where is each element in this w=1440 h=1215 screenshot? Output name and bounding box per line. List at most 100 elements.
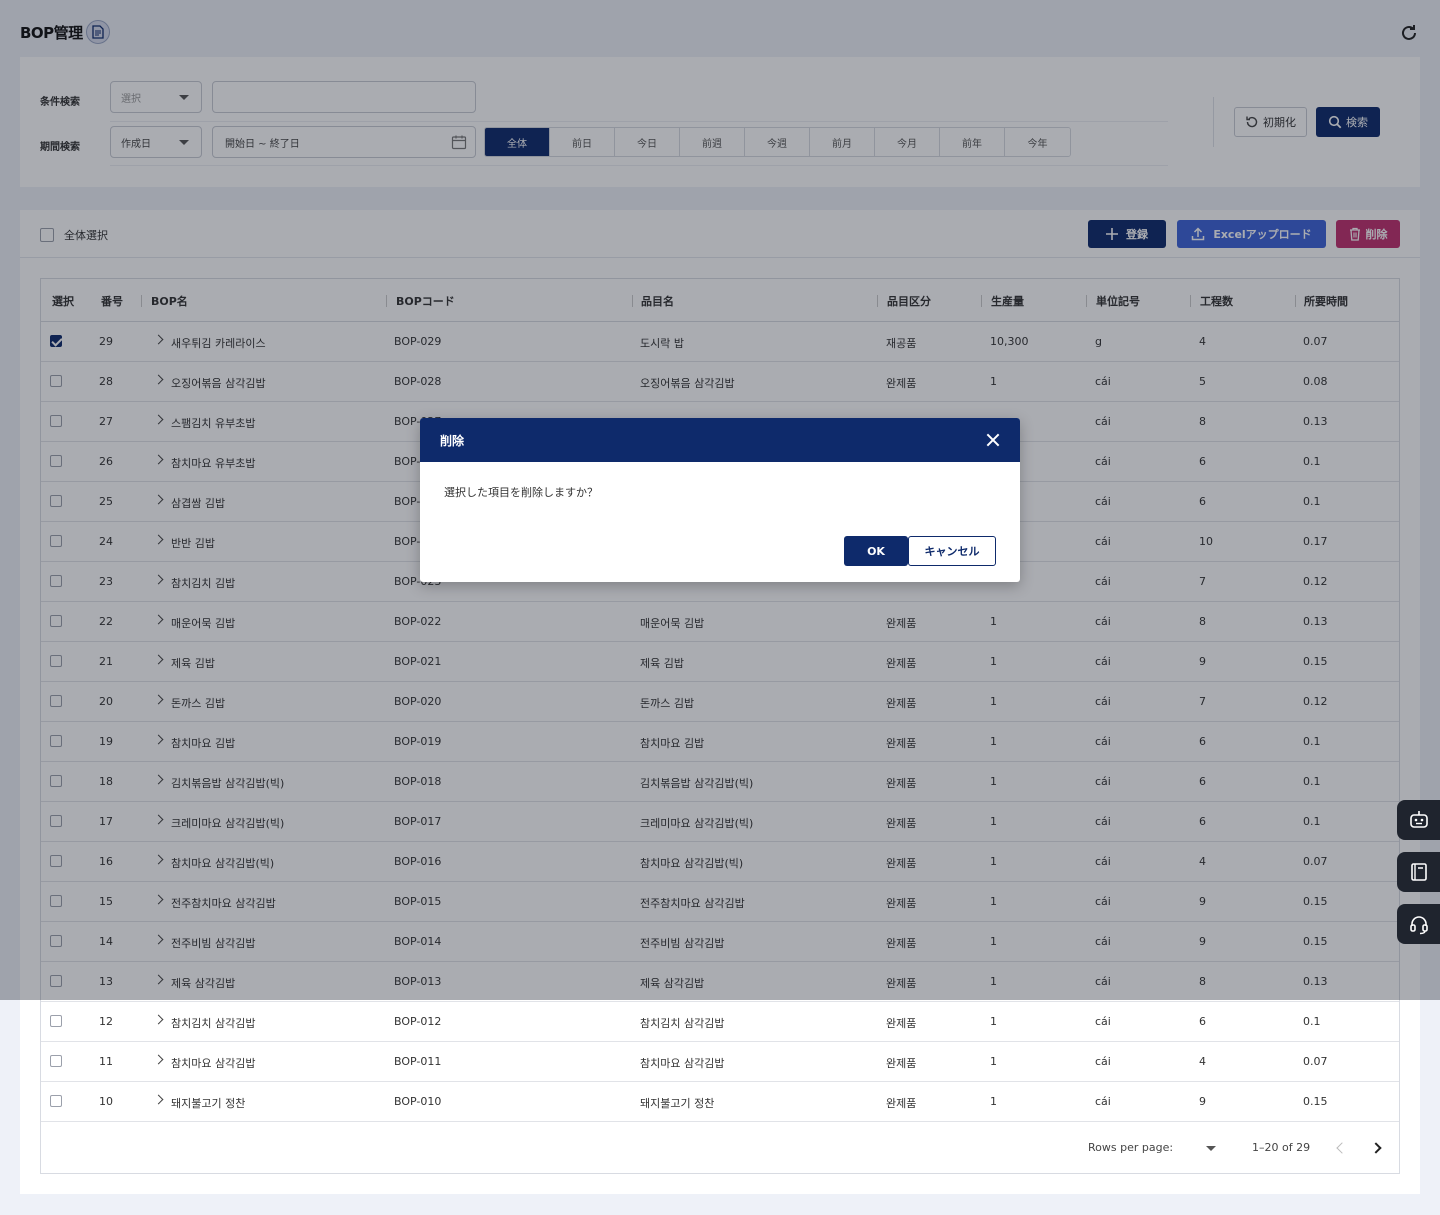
cancel-button[interactable]: キャンセル <box>908 536 996 566</box>
column-separator <box>141 295 142 307</box>
table-row[interactable]: 29 새우튀김 카레라이스 BOP-029 도시락 밥 재공품 10,300 g 4 0.07 <box>41 322 1399 362</box>
cell-no: 24 <box>99 535 113 548</box>
table-row[interactable]: 13 제육 삼각김밥 BOP-013 제육 삼각김밥 완제품 1 cái 8 0.13 <box>41 962 1399 1002</box>
row-checkbox[interactable] <box>50 895 62 907</box>
reset-button[interactable]: 初期化 <box>1234 107 1307 137</box>
column-separator <box>1086 295 1087 307</box>
row-checkbox[interactable] <box>50 375 62 387</box>
column-header[interactable]: 選択 <box>52 295 74 308</box>
date-range-input[interactable]: 開始日 ~ 終了日 <box>212 126 476 158</box>
search-button[interactable]: 検索 <box>1316 107 1380 137</box>
period-button[interactable]: 今月 <box>875 128 940 156</box>
cell-no: 20 <box>99 695 113 708</box>
column-header[interactable]: 単位記号 <box>1096 295 1140 308</box>
chevron-right-icon[interactable] <box>1370 1142 1382 1154</box>
column-header[interactable]: 番号 <box>101 295 123 308</box>
cell-category: 완제품 <box>886 617 917 630</box>
ok-button[interactable]: OK <box>844 536 908 566</box>
row-checkbox[interactable] <box>50 575 62 587</box>
period-button[interactable]: 前週 <box>680 128 745 156</box>
cell-no: 18 <box>99 775 113 788</box>
cell-steps: 6 <box>1199 735 1206 748</box>
table-row[interactable]: 17 크레미마요 삼각김밥(빅) BOP-017 크레미마요 삼각김밥(빅) 완제품 1 c… <box>41 802 1399 842</box>
chevron-down-icon[interactable] <box>1206 1146 1216 1151</box>
condition-search-input[interactable] <box>212 81 476 113</box>
delete-button[interactable]: 削除 <box>1336 220 1400 248</box>
table-row[interactable]: 21 제육 김밥 BOP-021 제육 김밥 완제품 1 cái 9 0.15 <box>41 642 1399 682</box>
row-checkbox[interactable] <box>50 335 62 347</box>
cell-qty: 1 <box>990 935 997 948</box>
row-checkbox[interactable] <box>50 935 62 947</box>
cell-name: 참치마요 삼각김밥(빅) <box>171 857 275 870</box>
row-checkbox[interactable] <box>50 1095 62 1107</box>
column-header[interactable]: 品目区分 <box>887 295 931 308</box>
headset-icon[interactable] <box>1397 904 1440 944</box>
column-header[interactable]: 生産量 <box>991 295 1024 308</box>
close-icon[interactable] <box>986 433 1000 447</box>
table-row[interactable]: 28 오징어볶음 삼각김밥 BOP-028 오징어볶음 삼각김밥 완제품 1 cái 5 0.0… <box>41 362 1399 402</box>
period-button[interactable]: 前日 <box>550 128 615 156</box>
column-header[interactable]: 品目名 <box>641 295 674 308</box>
chevron-right-icon[interactable] <box>153 1054 164 1065</box>
add-button[interactable]: 登録 <box>1088 220 1166 248</box>
column-header[interactable]: 所要時間 <box>1304 295 1348 308</box>
column-header[interactable]: BOP名 <box>151 295 188 308</box>
row-checkbox[interactable] <box>50 535 62 547</box>
row-checkbox[interactable] <box>50 455 62 467</box>
row-checkbox[interactable] <box>50 815 62 827</box>
cell-unit: cái <box>1095 575 1111 588</box>
row-checkbox[interactable] <box>50 775 62 787</box>
row-checkbox[interactable] <box>50 735 62 747</box>
row-checkbox[interactable] <box>50 415 62 427</box>
period-button[interactable]: 前年 <box>940 128 1005 156</box>
table-row[interactable]: 16 참치마요 삼각김밥(빅) BOP-016 참치마요 삼각김밥(빅) 완제품 1 cái… <box>41 842 1399 882</box>
column-header[interactable]: 工程数 <box>1200 295 1233 308</box>
chevron-left-icon[interactable] <box>1336 1142 1348 1154</box>
robot-icon[interactable] <box>1397 800 1440 840</box>
condition-select[interactable]: 選択 <box>110 81 202 113</box>
cell-steps: 6 <box>1199 495 1206 508</box>
delete-confirm-dialog: 削除 選択した項目を削除しますか？ OK キャンセル <box>420 418 1020 582</box>
cell-time: 0.15 <box>1303 655 1328 668</box>
table-row[interactable]: 15 전주참치마요 삼각김밥 BOP-015 전주참치마요 삼각김밥 완제품 1 cái 9 0… <box>41 882 1399 922</box>
refresh-icon[interactable] <box>1398 22 1420 44</box>
period-button[interactable]: 今年 <box>1005 128 1070 156</box>
cell-no: 25 <box>99 495 113 508</box>
row-checkbox[interactable] <box>50 975 62 987</box>
table-row[interactable]: 20 돈까스 김밥 BOP-020 돈까스 김밥 완제품 1 cái 7 0.12 <box>41 682 1399 722</box>
dialog-header: 削除 <box>420 418 1020 462</box>
table-row[interactable]: 14 전주비빔 삼각김밥 BOP-014 전주비빔 삼각김밥 완제품 1 cái 9 0.15 <box>41 922 1399 962</box>
row-checkbox[interactable] <box>50 1055 62 1067</box>
period-type-select[interactable]: 作成日 <box>110 126 202 158</box>
book-icon[interactable] <box>1397 852 1440 892</box>
column-header[interactable]: BOPコード <box>396 295 455 308</box>
row-checkbox[interactable] <box>50 655 62 667</box>
divider <box>1213 97 1214 147</box>
period-button[interactable]: 全体 <box>485 128 550 156</box>
column-separator <box>981 295 982 307</box>
row-checkbox[interactable] <box>50 495 62 507</box>
row-checkbox[interactable] <box>50 695 62 707</box>
row-checkbox[interactable] <box>50 1015 62 1027</box>
table-row[interactable]: 22 매운어묵 김밥 BOP-022 매운어묵 김밥 완제품 1 cái 8 0.13 <box>41 602 1399 642</box>
row-checkbox[interactable] <box>50 615 62 627</box>
period-button[interactable]: 今日 <box>615 128 680 156</box>
period-button[interactable]: 前月 <box>810 128 875 156</box>
table-row[interactable]: 10 돼지불고기 정찬 BOP-010 돼지불고기 정찬 완제품 1 cái 9 0.15 <box>41 1082 1399 1122</box>
table-row[interactable]: 18 김치볶음밥 삼각김밥(빅) BOP-018 김치볶음밥 삼각김밥(빅) 완제품 1 c… <box>41 762 1399 802</box>
calendar-icon[interactable] <box>451 134 467 153</box>
period-button[interactable]: 今週 <box>745 128 810 156</box>
chevron-right-icon[interactable] <box>153 1094 164 1105</box>
excel-upload-button[interactable]: Excelアップロード <box>1177 220 1326 248</box>
row-checkbox[interactable] <box>50 855 62 867</box>
checkbox[interactable] <box>40 228 54 242</box>
cell-time: 0.13 <box>1303 615 1328 628</box>
chevron-right-icon[interactable] <box>153 1014 164 1025</box>
table-row[interactable]: 19 참치마요 김밥 BOP-019 참치마요 김밥 완제품 1 cái 6 0.1 <box>41 722 1399 762</box>
cell-unit: cái <box>1095 935 1111 948</box>
table-row[interactable]: 11 참치마요 삼각김밥 BOP-011 참치마요 삼각김밥 완제품 1 cái 4 0.07 <box>41 1042 1399 1082</box>
table-row[interactable]: 12 참치김치 삼각김밥 BOP-012 참치김치 삼각김밥 완제품 1 cái 6 0.1 <box>41 1002 1399 1042</box>
document-icon[interactable] <box>86 20 110 44</box>
select-all-checkbox[interactable]: 全体選択 <box>40 227 108 243</box>
table-row[interactable]: 23 참치김치 김밥 BOP-023 cái 7 0.12 <box>41 562 1399 602</box>
